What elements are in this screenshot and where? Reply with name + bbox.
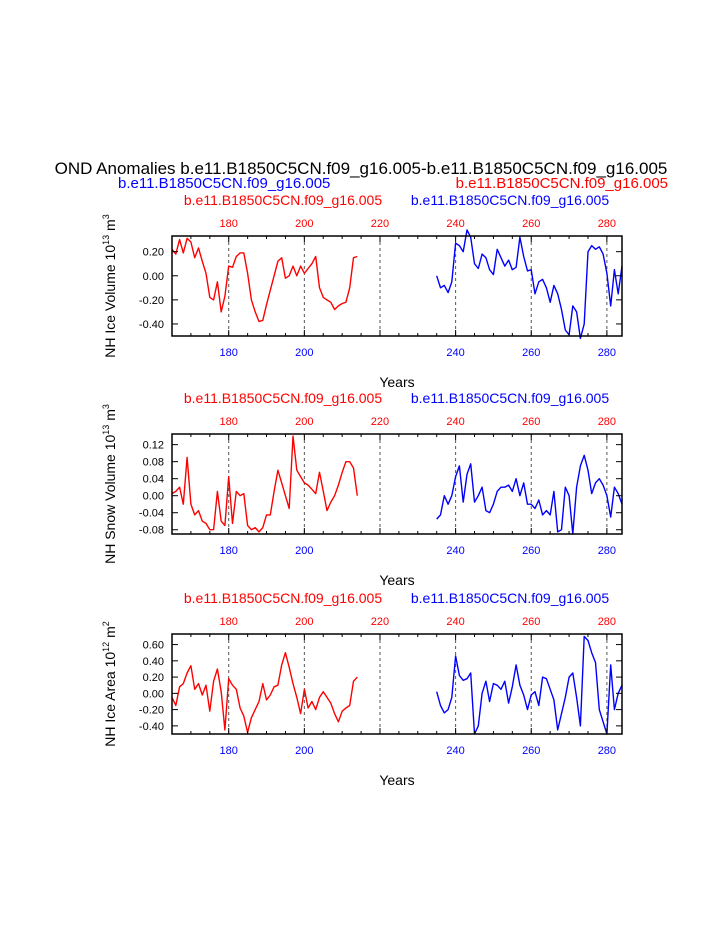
top-tick-label-280: 280	[598, 416, 616, 428]
bottom-tick-label-200: 200	[295, 347, 313, 359]
y-tick-label: 0.00	[143, 271, 164, 283]
bottom-tick-label-180: 180	[220, 545, 238, 557]
bottom-tick-label-280: 280	[598, 347, 616, 359]
y-axis-label-part: m	[102, 626, 118, 642]
subtitle-right: b.e11.B1850C5CN.f09_g16.005	[456, 175, 668, 192]
y-tick-label: -0.40	[139, 721, 164, 733]
plot-frame	[171, 633, 623, 735]
top-tick-label-180: 180	[220, 416, 238, 428]
series-line-case2	[436, 229, 623, 340]
y-axis-label-part: NH Ice Area 10	[102, 652, 118, 747]
y-tick-label: 0.20	[143, 247, 164, 259]
bottom-tick-label-180: 180	[220, 745, 238, 757]
bottom-tick-label-200: 200	[295, 545, 313, 557]
bottom-tick-label-240: 240	[446, 545, 464, 557]
x-axis-label: Years	[379, 572, 414, 588]
series-line-case2	[436, 635, 623, 735]
panels: 0.20 0.00 -0.20 -0.40 180 200 220 240 260 280 180 2…	[101, 192, 623, 788]
y-tick-label: 0.20	[143, 672, 164, 684]
top-tick-label-220: 220	[371, 416, 389, 428]
top-tick-label-240: 240	[446, 616, 464, 628]
bottom-tick-label-260: 260	[522, 745, 540, 757]
top-case-label-1: b.e11.B1850C5CN.f09_g16.005	[184, 192, 382, 208]
series-line-case2	[436, 454, 623, 535]
top-tick-label-280: 280	[598, 218, 616, 230]
y-tick-label: 0.04	[143, 474, 164, 486]
top-case-label-1: b.e11.B1850C5CN.f09_g16.005	[184, 590, 382, 606]
top-case-label-1: b.e11.B1850C5CN.f09_g16.005	[184, 390, 382, 406]
top-case-label-2: b.e11.B1850C5CN.f09_g16.005	[411, 390, 609, 406]
y-tick-label: -0.04	[139, 508, 164, 520]
panel-3: 0.60 0.40 0.20 0.00 -0.20 -0.40 180 200 220 240 26…	[101, 590, 623, 788]
bottom-tick-label-240: 240	[446, 745, 464, 757]
bottom-tick-label-260: 260	[522, 347, 540, 359]
top-tick-label-220: 220	[371, 218, 389, 230]
top-tick-label-260: 260	[522, 218, 540, 230]
top-case-label-2: b.e11.B1850C5CN.f09_g16.005	[411, 590, 609, 606]
x-axis-label: Years	[379, 772, 414, 788]
y-axis-label-superscript: 13	[101, 235, 111, 245]
top-case-label-2: b.e11.B1850C5CN.f09_g16.005	[411, 192, 609, 208]
top-tick-label-240: 240	[446, 218, 464, 230]
y-tick-label: -0.20	[139, 295, 164, 307]
panel-1: 0.20 0.00 -0.20 -0.40 180 200 220 240 260 280 180 2…	[101, 192, 623, 390]
top-tick-label-220: 220	[371, 616, 389, 628]
bottom-tick-label-260: 260	[522, 545, 540, 557]
y-tick-label: 0.00	[143, 491, 164, 503]
top-tick-label-200: 200	[295, 416, 313, 428]
y-axis-label: NH Ice Area 1012 m2	[101, 621, 118, 747]
y-axis-label-part: m	[102, 409, 118, 425]
top-tick-label-240: 240	[446, 416, 464, 428]
top-tick-label-260: 260	[522, 616, 540, 628]
y-axis-label: NH Snow Volume 1013 m3	[101, 404, 118, 564]
y-tick-label: -0.20	[139, 705, 164, 717]
y-axis-label-part: NH Snow Volume 10	[102, 434, 118, 563]
y-axis-label-superscript: 3	[101, 404, 111, 409]
bottom-tick-label-240: 240	[446, 347, 464, 359]
series-line-case1	[171, 435, 358, 533]
y-axis-label-part: m	[102, 219, 118, 235]
x-axis-label: Years	[379, 374, 414, 390]
y-axis-label-superscript: 2	[101, 621, 111, 626]
y-axis-label: NH Ice Volume 1013 m3	[101, 214, 118, 357]
bottom-tick-label-180: 180	[220, 347, 238, 359]
main-title: OND Anomalies b.e11.B1850C5CN.f09_g16.00…	[55, 159, 668, 178]
y-tick-label: -0.08	[139, 525, 164, 537]
bottom-tick-label-280: 280	[598, 545, 616, 557]
top-tick-label-260: 260	[522, 416, 540, 428]
y-tick-label: 0.60	[143, 640, 164, 652]
top-tick-label-200: 200	[295, 218, 313, 230]
y-axis-label-superscript: 12	[101, 642, 111, 652]
panel-2: 0.12 0.08 0.04 0.00 -0.04 -0.08 180 200 220 240 26…	[101, 390, 623, 588]
y-tick-label: 0.00	[143, 688, 164, 700]
top-tick-label-180: 180	[220, 616, 238, 628]
y-tick-label: 0.40	[143, 656, 164, 668]
y-axis-label-superscript: 13	[101, 425, 111, 435]
top-tick-label-280: 280	[598, 616, 616, 628]
bottom-tick-label-200: 200	[295, 745, 313, 757]
top-tick-label-180: 180	[220, 218, 238, 230]
plot-frame	[171, 433, 623, 535]
y-tick-label: 0.08	[143, 457, 164, 469]
series-line-case1	[171, 237, 358, 323]
plot-frame	[171, 235, 623, 337]
series-line-case1	[171, 652, 358, 734]
y-tick-label: -0.40	[139, 319, 164, 331]
y-tick-label: 0.12	[143, 440, 164, 452]
subtitle-left: b.e11.B1850C5CN.f09_g16.005	[118, 175, 330, 192]
top-tick-label-200: 200	[295, 616, 313, 628]
y-axis-label-superscript: 3	[101, 214, 111, 219]
bottom-tick-label-280: 280	[598, 745, 616, 757]
y-axis-label-part: NH Ice Volume 10	[102, 245, 118, 358]
